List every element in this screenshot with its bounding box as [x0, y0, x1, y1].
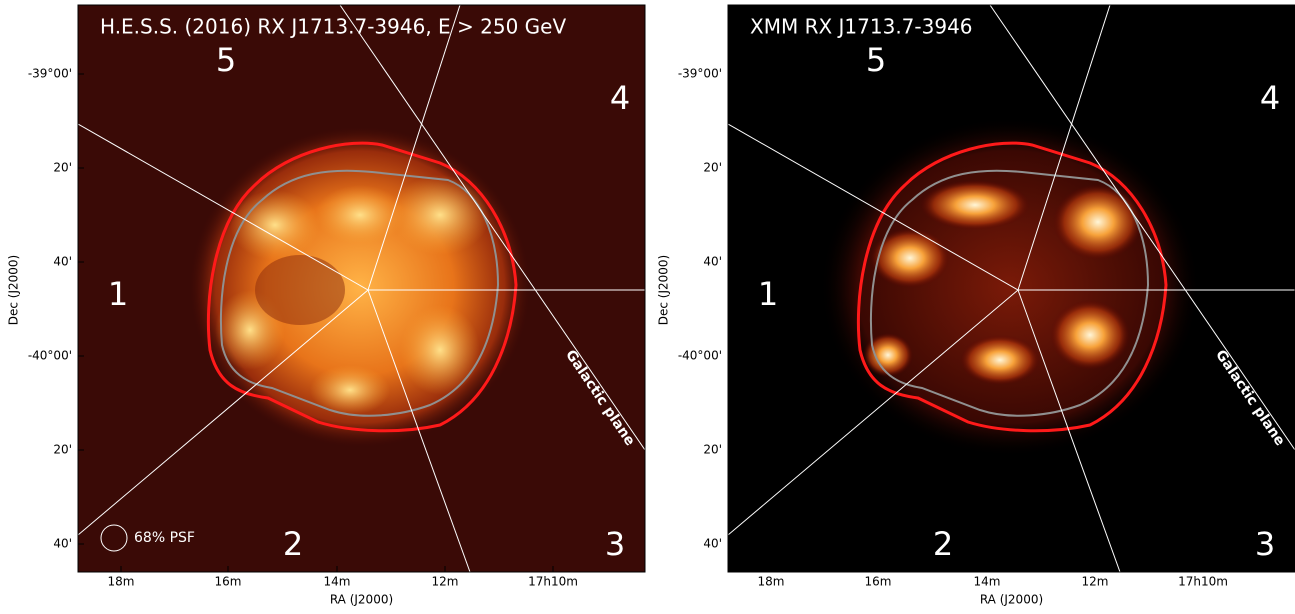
x-axis-label: RA (J2000)	[330, 593, 393, 607]
hotspot	[400, 305, 480, 395]
region-number: 2	[933, 525, 953, 563]
y-tick-label: -40°00'	[678, 349, 722, 363]
x-tick-label: 16m	[865, 575, 892, 589]
y-tick-label: 20'	[703, 161, 722, 175]
region-number: 5	[216, 41, 236, 79]
x-tick-label: 17h10m	[1178, 575, 1228, 589]
region-number: 1	[758, 275, 778, 313]
hotspot	[863, 333, 913, 377]
y-tick-label: 40'	[53, 255, 72, 269]
y-tick-label: -39°00'	[28, 67, 72, 81]
x-tick-label: 14m	[324, 575, 351, 589]
region-number: 4	[610, 79, 630, 117]
y-tick-label: 20'	[53, 161, 72, 175]
hotspot	[230, 190, 320, 260]
image	[728, 5, 1295, 572]
y-tick-label: 40'	[703, 537, 722, 551]
y-tick-label: 20'	[53, 443, 72, 457]
region-number: 5	[866, 41, 886, 79]
region-number: 4	[1260, 79, 1280, 117]
x-tick-label: 14m	[974, 575, 1001, 589]
x-axis-label: RA (J2000)	[980, 593, 1043, 607]
region-number: 2	[283, 525, 303, 563]
hotspot	[960, 335, 1040, 385]
hotspot	[870, 228, 950, 288]
panel-title: XMM RX J1713.7-3946	[750, 15, 973, 39]
region-number: 3	[1255, 525, 1275, 563]
x-tick-label: 18m	[758, 575, 785, 589]
panel: H.E.S.S. (2016) RX J1713.7-3946, E > 250…	[7, 5, 646, 607]
image	[78, 5, 645, 572]
hotspot	[920, 180, 1030, 230]
y-axis-label: Dec (J2000)	[7, 255, 21, 325]
region-number: 3	[605, 525, 625, 563]
x-tick-label: 17h10m	[528, 575, 578, 589]
y-tick-label: 40'	[53, 537, 72, 551]
dip	[255, 255, 345, 325]
y-axis-label: Dec (J2000)	[657, 255, 671, 325]
region-number: 1	[108, 275, 128, 313]
panel-title: H.E.S.S. (2016) RX J1713.7-3946, E > 250…	[100, 15, 566, 39]
y-tick-label: -40°00'	[28, 349, 72, 363]
y-tick-label: -39°00'	[678, 67, 722, 81]
psf-label: 68% PSF	[134, 530, 195, 546]
hotspot	[1050, 300, 1130, 370]
x-tick-label: 12m	[1082, 575, 1109, 589]
hotspot	[1053, 184, 1143, 260]
x-tick-label: 12m	[432, 575, 459, 589]
emission	[820, 117, 1200, 457]
y-tick-label: 20'	[703, 443, 722, 457]
y-tick-label: 40'	[703, 255, 722, 269]
hotspot	[315, 185, 405, 245]
x-tick-label: 18m	[108, 575, 135, 589]
x-tick-label: 16m	[215, 575, 242, 589]
